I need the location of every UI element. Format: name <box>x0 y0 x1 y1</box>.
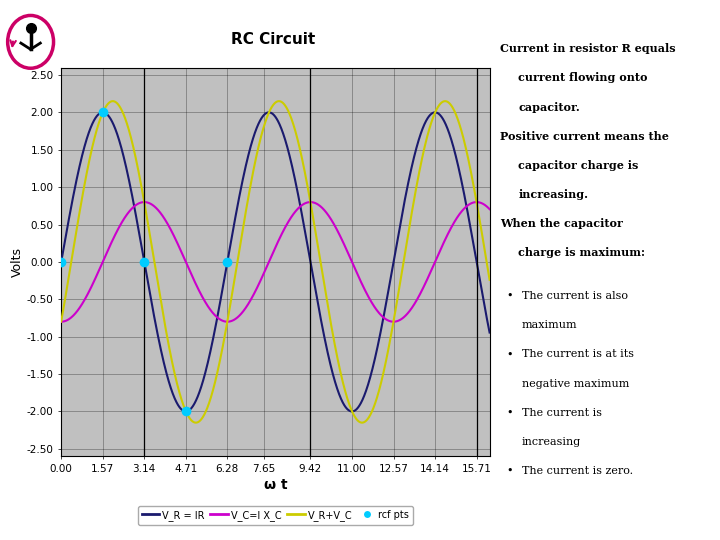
Text: •: • <box>506 349 513 360</box>
FancyArrowPatch shape <box>10 40 16 46</box>
Text: The current is: The current is <box>522 408 602 418</box>
Text: When the capacitor: When the capacitor <box>500 218 624 229</box>
Legend: V_R = IR, V_C=I X_C, V_R+V_C, rcf pts: V_R = IR, V_C=I X_C, V_R+V_C, rcf pts <box>138 506 413 524</box>
Text: increasing.: increasing. <box>518 189 588 200</box>
Y-axis label: Volts: Volts <box>11 247 24 277</box>
Text: capacitor.: capacitor. <box>518 102 580 112</box>
Text: current flowing onto: current flowing onto <box>518 72 648 83</box>
X-axis label: ω t: ω t <box>264 478 287 492</box>
Text: increasing: increasing <box>522 437 581 447</box>
Text: RC Circuit: RC Circuit <box>231 32 316 48</box>
Text: The current is also: The current is also <box>522 291 628 301</box>
Text: charge is maximum:: charge is maximum: <box>518 247 645 258</box>
Text: •: • <box>506 466 513 476</box>
Text: capacitor charge is: capacitor charge is <box>518 160 639 171</box>
Text: Positive current means the: Positive current means the <box>500 131 670 141</box>
Text: negative maximum: negative maximum <box>522 379 629 389</box>
Text: •: • <box>506 408 513 418</box>
Text: maximum: maximum <box>522 320 577 330</box>
Text: •: • <box>506 291 513 301</box>
Text: The current is zero.: The current is zero. <box>522 466 633 476</box>
Text: The current is at its: The current is at its <box>522 349 634 360</box>
Text: Current in resistor R equals: Current in resistor R equals <box>500 43 676 54</box>
